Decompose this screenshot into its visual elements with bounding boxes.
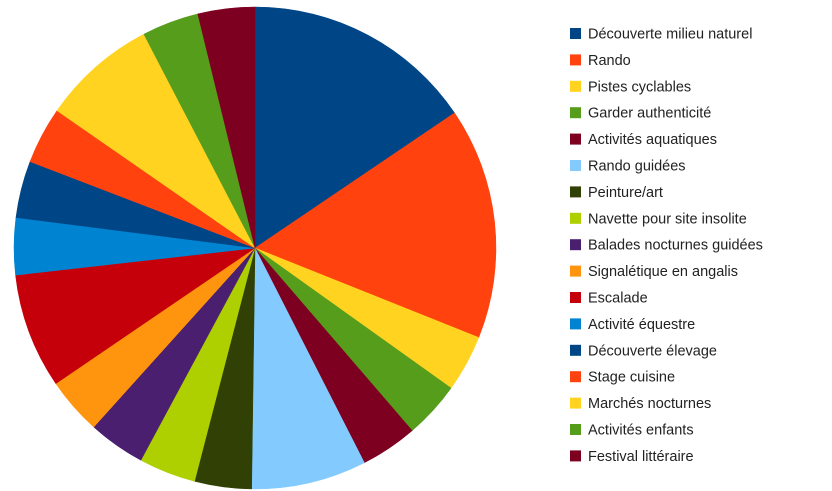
legend-label: Festival littéraire <box>588 449 694 465</box>
legend-swatch <box>570 212 581 224</box>
legend-swatch <box>570 54 581 66</box>
legend-item-festival-litteraire: Festival littéraire <box>570 449 694 465</box>
legend-swatch <box>570 344 581 356</box>
pie-slices <box>13 6 497 490</box>
legend-swatch <box>570 133 581 145</box>
pie-slice-escalade <box>15 247 256 385</box>
legend-item-stage-cuisine: Stage cuisine <box>570 370 675 386</box>
legend-item-navette-pour-site-insolite: Navette pour site insolite <box>570 211 747 227</box>
legend-swatch <box>570 318 581 330</box>
legend-swatch <box>570 292 581 303</box>
pie-slice-rando-guidees <box>251 247 365 490</box>
legend-swatch <box>570 265 581 277</box>
legend-label: Activité équestre <box>588 317 695 333</box>
legend-label: Activités enfants <box>588 423 694 439</box>
legend-item-balades-nocturnes-guidees: Balades nocturnes guidées <box>570 238 763 254</box>
legend: Découverte milieu naturel Rando Pistes cyc… <box>570 27 763 465</box>
legend-label: Découverte milieu naturel <box>588 27 752 43</box>
legend-label: Activités aquatiques <box>588 132 717 148</box>
legend-swatch <box>570 107 581 119</box>
pie-slice-festival-litteraire <box>197 6 256 249</box>
legend-label: Rando guidées <box>588 159 686 175</box>
legend-label: Pistes cyclables <box>588 79 691 95</box>
legend-label: Balades nocturnes guidées <box>588 238 763 254</box>
legend-item-activite-equestre: Activité équestre <box>570 317 695 333</box>
legend-item-activites-enfants: Activités enfants <box>570 423 694 439</box>
legend-item-garder-authenticite: Garder authenticité <box>570 106 711 122</box>
legend-label: Découverte élevage <box>588 343 717 359</box>
legend-swatch <box>570 450 581 462</box>
legend-label: Stage cuisine <box>588 370 675 386</box>
legend-item-rando-guidees: Rando guidées <box>570 159 686 175</box>
legend-item-activites-aquatiques: Activités aquatiques <box>570 132 717 148</box>
legend-swatch <box>570 397 581 409</box>
legend-swatch <box>570 239 581 251</box>
legend-swatch <box>570 160 581 171</box>
pie-slice-marches-nocturnes <box>56 33 256 249</box>
legend-item-signaletique-en-angalis: Signalétique en angalis <box>570 264 738 280</box>
legend-item-rando: Rando <box>570 53 631 69</box>
legend-item-escalade: Escalade <box>570 291 648 307</box>
legend-swatch <box>570 186 581 198</box>
legend-label: Navette pour site insolite <box>588 211 747 227</box>
legend-swatch <box>570 80 581 92</box>
pie-slice-decouverte-milieu-naturel <box>254 6 455 249</box>
legend-item-decouverte-milieu-naturel: Découverte milieu naturel <box>570 27 752 43</box>
legend-label: Garder authenticité <box>588 106 711 122</box>
legend-swatch <box>570 424 581 435</box>
legend-item-decouverte-elevage: Découverte élevage <box>570 343 717 359</box>
legend-item-peinture-art: Peinture/art <box>570 185 663 201</box>
pie-slice-rando <box>254 112 497 338</box>
legend-label: Peinture/art <box>588 185 663 201</box>
legend-label: Escalade <box>588 291 648 307</box>
legend-label: Signalétique en angalis <box>588 264 738 280</box>
legend-swatch <box>570 371 581 383</box>
legend-item-pistes-cyclables: Pistes cyclables <box>570 79 691 95</box>
legend-label: Marchés nocturnes <box>588 396 711 412</box>
legend-label: Rando <box>588 53 631 69</box>
legend-item-marches-nocturnes: Marchés nocturnes <box>570 396 711 412</box>
legend-swatch <box>570 28 581 39</box>
